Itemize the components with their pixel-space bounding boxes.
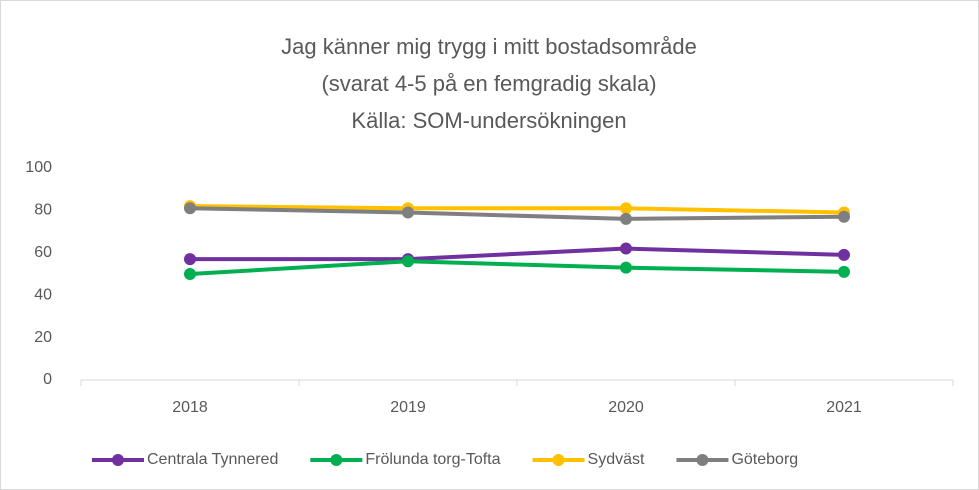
y-tick-label: 100 (25, 159, 52, 176)
x-tick-label: 2018 (172, 399, 208, 416)
chart-title: (svarat 4-5 på en femgradig skala) (321, 71, 656, 96)
data-point (184, 202, 196, 215)
y-tick-label: 60 (34, 244, 52, 261)
y-tick-label: 40 (34, 286, 52, 303)
data-point (184, 253, 196, 266)
legend-marker (696, 454, 709, 466)
legend-label: Sydväst (588, 451, 645, 468)
legend-marker (552, 454, 565, 466)
series-line (189, 206, 845, 221)
data-point (620, 212, 632, 225)
x-tick-label: 2019 (390, 399, 426, 416)
data-point (184, 268, 196, 280)
x-tick-label: 2020 (608, 399, 644, 416)
data-point (838, 248, 850, 261)
data-point (838, 210, 850, 223)
series-line (189, 259, 845, 276)
y-tick-label: 20 (34, 329, 52, 346)
legend-marker (112, 454, 124, 466)
data-point (620, 242, 632, 255)
series-line (189, 204, 845, 215)
series-line (190, 246, 845, 262)
y-tick-label: 0 (43, 371, 52, 388)
data-point (402, 206, 414, 219)
data-point (838, 265, 850, 278)
data-point (620, 261, 632, 274)
chart-title: Källa: SOM-undersökningen (351, 108, 626, 133)
data-point (402, 255, 414, 268)
legend-marker (330, 454, 343, 466)
legend-label: Centrala Tynnered (147, 451, 278, 468)
legend-label: Göteborg (731, 451, 798, 468)
x-tick-label: 2021 (826, 399, 862, 416)
y-tick-label: 80 (34, 202, 52, 219)
legend-label: Frölunda torg-Tofta (365, 451, 500, 468)
data-point (620, 202, 632, 215)
chart-title: Jag känner mig trygg i mitt bostadsområd… (281, 34, 697, 59)
